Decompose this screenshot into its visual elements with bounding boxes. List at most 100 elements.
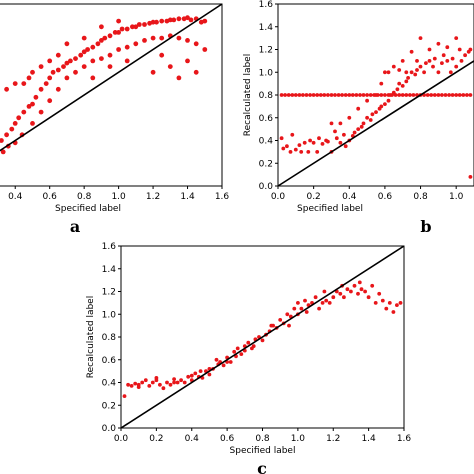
panel-a-point [119, 26, 125, 32]
panel-b-point [379, 93, 384, 97]
panel-c-y-tick-label: 0.2 [102, 401, 116, 411]
panel-b-point [279, 93, 284, 97]
panel-a-point [159, 18, 165, 24]
panel-b-y-tick-label: 1.4 [259, 23, 274, 33]
panel-c-point [260, 338, 265, 343]
panel-c-point [168, 382, 173, 387]
panel-c-point [246, 340, 251, 345]
panel-c-point [198, 369, 203, 373]
panel-b-point [386, 93, 391, 97]
panel-c-x-tick-label: 1.6 [397, 434, 412, 444]
panel-b-point [347, 93, 352, 97]
panel-a-point [55, 86, 61, 92]
panel-c-label: c [257, 459, 267, 474]
panel-c-point [150, 380, 155, 385]
panel-c-point [303, 298, 307, 303]
panel-a-point [90, 75, 96, 81]
panel-c-point [182, 380, 187, 385]
panel-c-point [342, 295, 346, 300]
panel-a-point [142, 38, 147, 43]
panel-c-point [143, 378, 148, 383]
panel-a-points [0, 15, 208, 155]
panel-a-point [38, 64, 44, 69]
panel-c-point [136, 385, 141, 389]
panel-a-point [176, 16, 182, 22]
panel-b-point [311, 140, 316, 145]
panel-b-y-tick-label: 0.8 [259, 91, 274, 101]
panel-c-point [327, 301, 332, 305]
panel-b-point [436, 41, 441, 46]
panel-a-point [150, 19, 156, 25]
panel-a-point [81, 64, 87, 69]
panel-b-point [302, 140, 307, 145]
panel-b-point [333, 93, 337, 97]
panel-b-point [383, 70, 387, 75]
panel-b-point [368, 118, 373, 122]
panel-c-point [147, 384, 152, 388]
panel-a-point [90, 44, 96, 50]
panel-b-point [375, 93, 380, 97]
panel-b-point [350, 93, 355, 97]
panel-c-point [317, 306, 321, 311]
panel-b-point [404, 93, 409, 97]
panel-a-point [107, 64, 113, 69]
panel-b-point [340, 93, 344, 97]
panel-b-point [297, 143, 302, 148]
panel-a-point [21, 109, 27, 115]
panel-b-point [427, 47, 432, 52]
panel-c-y-tick-label: 1.4 [102, 265, 117, 275]
panel-b-point [413, 72, 418, 77]
panel-b-point [400, 93, 405, 97]
panel-a-point [26, 104, 32, 109]
panel-b-point [454, 36, 459, 40]
panel-c-x-tick-label: 0.0 [114, 434, 129, 444]
panel-a-point [124, 26, 130, 32]
panel-c-point [186, 374, 191, 379]
panel-c-point [331, 295, 336, 300]
panel-a-point [167, 17, 173, 23]
panel-b-y-axis-label: Recalculated label [243, 54, 253, 136]
panel-b-point [432, 93, 437, 97]
panel-b-y-tick-label: 1.0 [259, 68, 274, 78]
panel-a-point [12, 121, 18, 126]
panel-a-point [85, 47, 90, 52]
panel-b-point [424, 61, 428, 65]
panel-b-point [283, 93, 287, 97]
panel-b-label: b [420, 217, 431, 236]
panel-a-point [159, 35, 165, 41]
panel-b-point [285, 144, 289, 149]
panel-b-point [374, 110, 378, 114]
panel-a-point [159, 52, 165, 58]
panel-b-point [315, 150, 320, 154]
panel-b-point [457, 47, 462, 52]
panel-b-point [390, 93, 394, 97]
panel-b-point [406, 76, 410, 80]
panel-b-point [354, 93, 359, 97]
panel-b-point [468, 93, 473, 97]
panel-a-point [30, 69, 35, 75]
panel-b-point [450, 93, 455, 97]
panel-b-point [454, 64, 459, 69]
panel-b-point [352, 130, 357, 135]
panel-a-point [50, 69, 56, 75]
panel-b-point [415, 68, 419, 72]
panel-b-point [338, 140, 343, 145]
panel-c-diagonal [120, 245, 405, 429]
panel-b-point [457, 93, 462, 97]
panel-c-point [380, 298, 385, 303]
panel-c-point [352, 283, 357, 288]
panel-b-point [290, 93, 295, 97]
panel-a-point [55, 67, 61, 73]
panel-a-x-tick-label: 1.6 [215, 192, 230, 202]
panel-b-point [445, 45, 450, 50]
panel-a-point [81, 49, 87, 55]
panel-b-point [359, 124, 364, 129]
panel-b-point [383, 102, 387, 106]
panel-b-point [326, 139, 330, 144]
panel-c-point [129, 384, 134, 388]
panel-b-point [432, 56, 437, 61]
panel-b-point [400, 59, 405, 63]
panel-b-point [448, 70, 453, 75]
panel-b-point [461, 93, 466, 97]
panel-c-point [324, 298, 329, 303]
